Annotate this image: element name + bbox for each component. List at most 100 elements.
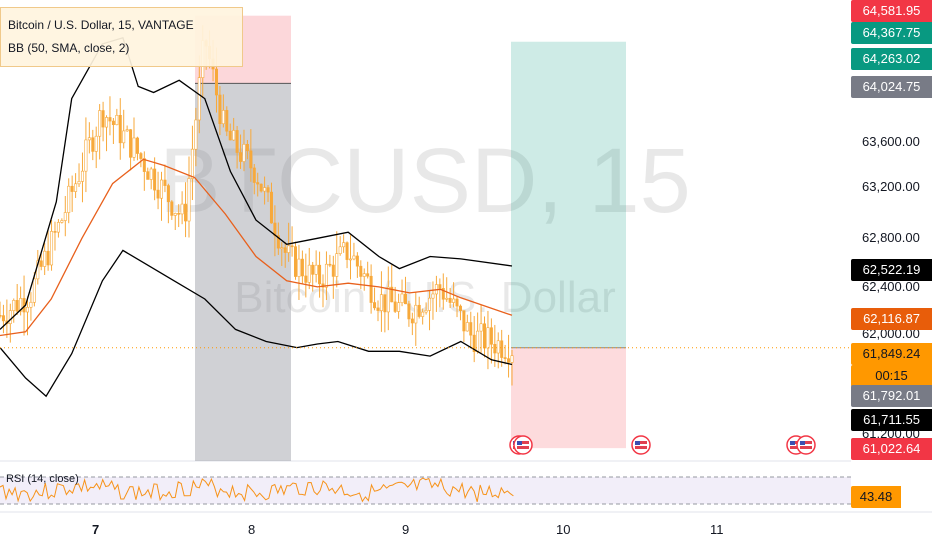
candle-body (386, 286, 390, 313)
price-tag: 61,849.24 (851, 343, 932, 365)
candle-body (101, 110, 105, 128)
us-flag-icon[interactable] (513, 435, 533, 455)
candle-body (379, 294, 383, 311)
candle-body (314, 264, 318, 275)
candle-body (67, 185, 71, 213)
candle-body (428, 297, 432, 311)
candle-body (177, 213, 181, 215)
candle-body (263, 187, 267, 192)
candle-body (335, 253, 339, 277)
candle-body (187, 178, 191, 222)
candle-body (483, 323, 487, 349)
candle-body (149, 168, 153, 180)
flag-stripe (800, 444, 812, 446)
long-stop-zone[interactable] (511, 347, 626, 449)
candle-body (338, 246, 342, 254)
candle-body (39, 260, 43, 267)
candle-body (32, 278, 36, 303)
candle-body (510, 355, 514, 363)
price-tag: 61,022.64 (851, 438, 932, 460)
candle-body (414, 304, 418, 324)
candle-body (142, 158, 146, 172)
candle-body (469, 322, 473, 336)
candle-body (476, 330, 480, 352)
flag-stripe (517, 444, 529, 446)
x-tick-label: 9 (402, 522, 410, 537)
candle-body (383, 294, 387, 313)
candle-body (297, 258, 301, 277)
candle-body (122, 130, 126, 144)
candle-body (410, 318, 414, 324)
candle-body (324, 263, 328, 288)
candle-body (359, 265, 363, 277)
candle-body (242, 144, 246, 162)
candle-body (328, 263, 332, 266)
us-flag-icon[interactable] (631, 435, 651, 455)
bollinger-legend[interactable]: BB (50, SMA, close, 2) (8, 41, 130, 55)
candle-body (63, 212, 67, 221)
candle-body (307, 264, 311, 283)
candle-body (166, 185, 170, 203)
candle-body (91, 137, 95, 152)
price-tag: 62,522.19 (851, 259, 932, 281)
candle-body (8, 310, 12, 324)
candle-body (462, 310, 466, 332)
candle-body (111, 120, 115, 126)
candle-body (50, 231, 54, 266)
candle-body (259, 183, 263, 192)
candle-body (465, 322, 469, 332)
candle-body (348, 258, 352, 261)
candle-body (445, 297, 449, 300)
candle-body (173, 213, 177, 216)
symbol-legend[interactable]: Bitcoin / U.S. Dollar, 15, VANTAGE BB (5… (0, 7, 243, 67)
candle-body (197, 77, 201, 121)
candle-body (390, 286, 394, 303)
candle-body (376, 307, 380, 311)
candle-body (29, 301, 33, 308)
candle-body (311, 264, 315, 275)
candle-body (218, 94, 222, 125)
y-tick-label: 63,600.00 (862, 134, 920, 149)
candle-body (458, 305, 462, 311)
candle-body (43, 250, 47, 267)
candle-body (232, 130, 236, 141)
long-target-zone[interactable] (511, 41, 626, 348)
candle-body (87, 137, 91, 141)
candle-body (252, 167, 256, 183)
candle-body (156, 189, 160, 199)
candle-body (421, 311, 425, 317)
candle-body (331, 264, 335, 277)
candle-body (269, 191, 273, 224)
candle-body (249, 150, 253, 169)
candle-body (190, 148, 194, 179)
candle-body (135, 137, 139, 154)
rsi-legend[interactable]: RSI (14, close) (6, 473, 79, 485)
candle-body (431, 293, 435, 299)
candle-body (184, 203, 188, 222)
candle-body (129, 129, 133, 158)
price-tag: 64,263.02 (851, 48, 932, 70)
candle-body (235, 130, 239, 153)
rsi-line (0, 477, 514, 503)
us-flag-icon[interactable] (796, 435, 816, 455)
candle-body (180, 203, 184, 215)
candle-body (455, 298, 459, 307)
candle-body (493, 343, 497, 354)
candle-body (98, 110, 102, 137)
flag-canton (635, 441, 640, 445)
y-tick-label: 62,400.00 (862, 279, 920, 294)
candle-body (373, 302, 377, 309)
candle-body (214, 68, 218, 96)
price-tag: 64,367.75 (851, 22, 932, 44)
rsi-band-fill (0, 477, 851, 504)
candle-body (417, 304, 421, 317)
candle-body (70, 185, 74, 192)
candle-body (280, 247, 284, 249)
candle-body (118, 115, 122, 144)
candle-body (194, 119, 198, 150)
candle-body (276, 235, 280, 249)
candle-body (366, 273, 370, 277)
candle-body (290, 245, 294, 248)
